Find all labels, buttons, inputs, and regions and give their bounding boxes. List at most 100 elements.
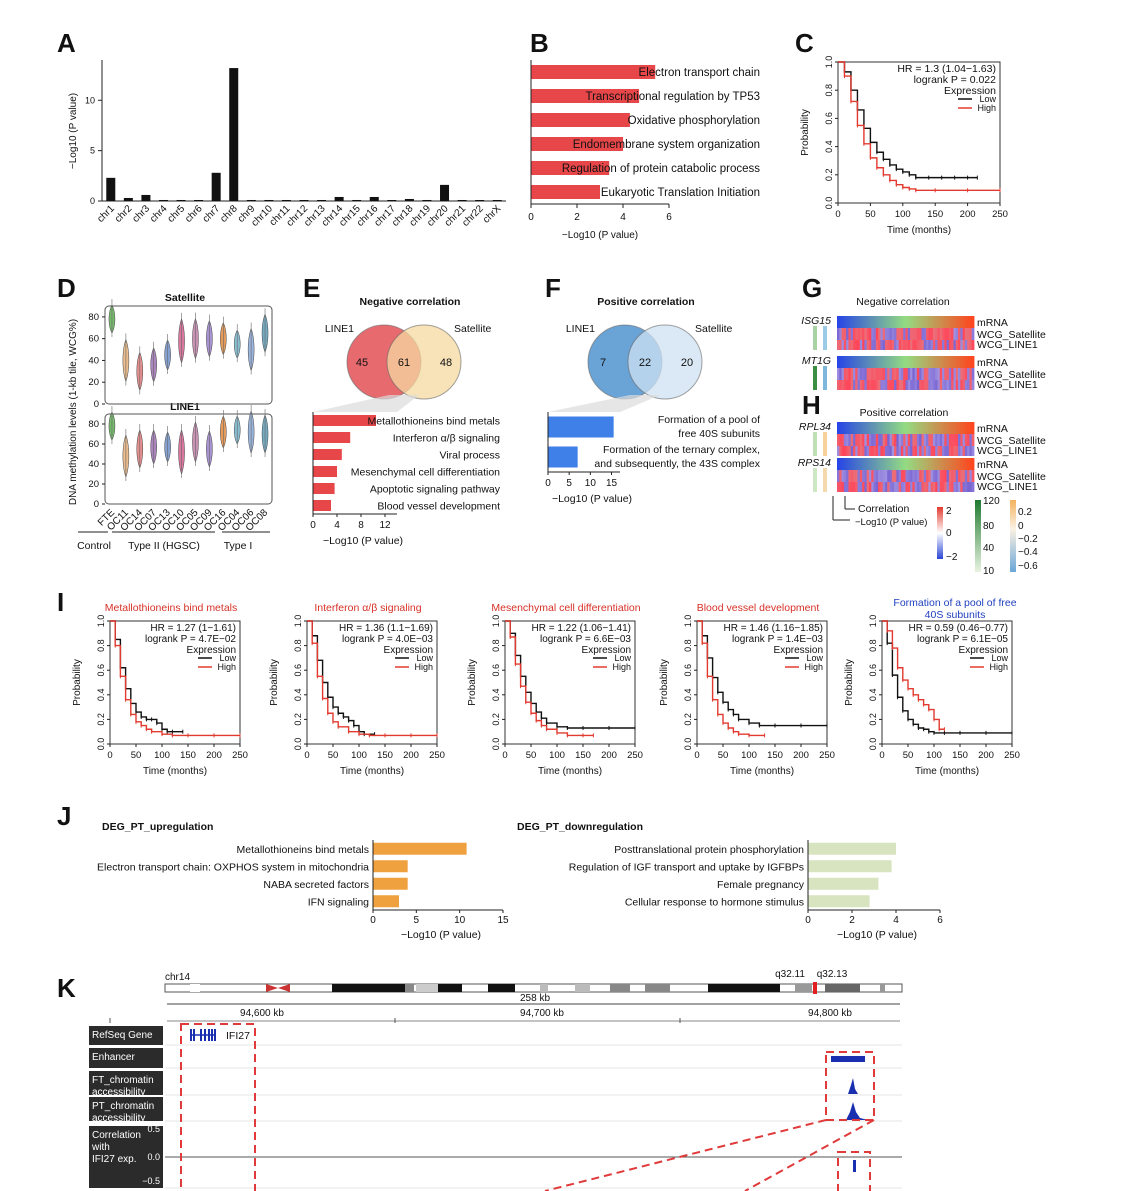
panel-h-heatmap-row-cell <box>857 446 861 456</box>
panel-f-venn-right-label: Satellite <box>695 323 733 335</box>
panel-h-heatmap-row-cell <box>866 434 870 446</box>
panel-d-y-tick-label: 20 <box>88 377 99 388</box>
panel-h-heatmap-row-cell <box>841 446 845 456</box>
panel-i-plot-2-x-tick-label: 150 <box>377 750 393 761</box>
panel-e-x-tick-label: 4 <box>334 520 340 531</box>
panel-g-heatmap-row-cell <box>926 328 929 340</box>
panel-h-heatmap-row-cell <box>846 446 849 456</box>
panel-i-plot-5-y-tick-label: 1.0 <box>868 615 878 628</box>
panel-h-heatmap-row-cell <box>896 446 900 456</box>
panel-h-heatmap-row-cell <box>873 446 877 456</box>
panel-i-plot-2-x-tick-label: 50 <box>328 750 339 761</box>
panel-h-heatmap-row-cell <box>891 446 895 456</box>
panel-i-plot-3-x-tick-label: 200 <box>601 750 617 761</box>
panel-j-up-bar <box>373 877 408 890</box>
panel-k-position-label: 94,700 kb <box>520 1008 564 1019</box>
panel-h-heatmap-row-cell <box>878 470 881 482</box>
panel-g-heatmap-row-cell <box>928 316 932 328</box>
panel-a-bar-chr22 <box>475 199 485 201</box>
panel-h-heatmap-row-cell <box>907 422 911 434</box>
panel-g-heatmap-row-cell <box>880 328 884 340</box>
panel-b-bar <box>531 113 630 127</box>
panel-a-y-tick-label: 5 <box>90 146 95 156</box>
panel-g-heatmap-row-cell <box>868 316 872 328</box>
panel-g-heatmap-row-cell <box>964 316 968 328</box>
panel-h-heatmap-row-cell <box>935 434 938 446</box>
panel-g-heatmap-row-cell <box>855 356 858 368</box>
panel-h-legend-label-pvalue: −Log10 (P value) <box>855 517 927 528</box>
panel-k-gene-exon <box>190 1029 192 1041</box>
panel-h-heatmap-row-cell <box>850 446 854 456</box>
panel-h-heatmap-row-cell <box>960 482 963 492</box>
panel-h-heatmap-row-cell <box>942 434 945 446</box>
panel-h-heatmap-row-cell <box>912 422 916 434</box>
panel-g-heatmap-row-cell <box>896 340 900 350</box>
panel-a-bar-chr4 <box>158 199 168 201</box>
panel-h-heatmap-row-cell <box>969 482 973 492</box>
panel-h-heatmap-row-cell <box>857 482 861 492</box>
panel-g-heatmap-row-cell <box>935 368 938 380</box>
panel-i-plot-5-title: 40S subunits <box>925 609 986 621</box>
panel-g-side-strip <box>823 326 827 350</box>
panel-h-heatmap-row-cell <box>921 458 925 470</box>
panel-i-plot-3-y-tick-label: 0.4 <box>491 689 501 702</box>
panel-h-heatmap-row-cell <box>942 446 945 456</box>
panel-h-heatmap-row-cell <box>964 470 968 482</box>
panel-g-heatmap-row-cell <box>852 380 856 390</box>
panel-h-heatmap-row-cell <box>848 446 852 456</box>
panel-h-heatmap-row-cell <box>910 434 913 446</box>
panel-g-gene-label: ISG15 <box>801 315 831 327</box>
panel-g-heatmap-row-cell <box>914 380 918 390</box>
panel-h-heatmap-row-cell <box>958 470 961 482</box>
panel-f-bar <box>548 416 614 438</box>
panel-h-heatmap-row <box>837 482 975 492</box>
panel-g-heatmap-row-cell <box>868 340 872 350</box>
panel-h-heatmap-row-cell <box>850 482 854 492</box>
panel-g-title: Negative correlation <box>856 296 950 308</box>
panel-g-heatmap-row-cell <box>875 328 879 340</box>
panel-g-heatmap-row-cell <box>846 340 849 350</box>
panel-h-heatmap-row-cell <box>839 434 842 446</box>
panel-f-x-tick-label: 15 <box>606 478 618 489</box>
panel-h-heatmap-row-cell <box>878 422 881 434</box>
panel-g-heatmap-row-cell <box>942 368 945 380</box>
panel-f-venn-count: 20 <box>681 357 693 369</box>
panel-g-heatmap-row-cell <box>914 340 918 350</box>
panel-j-down-x-label: −Log10 (P value) <box>837 929 917 941</box>
panel-j-down-x-tick-label: 4 <box>893 915 899 926</box>
panel-h-heatmap-row-cell <box>850 422 854 434</box>
panel-h-heatmap-row-cell <box>878 434 881 446</box>
panel-b-bar <box>531 65 656 79</box>
panel-h-heatmap-row-cell <box>878 458 881 470</box>
panel-h-heatmap-row-cell <box>857 422 861 434</box>
panel-i-plot-1-legend-label: High <box>217 662 236 672</box>
panel-h-heatmap-row-cell <box>953 422 957 434</box>
panel-k-ft-peak <box>848 1078 858 1094</box>
panel-g-heatmap-row-cell <box>912 340 916 350</box>
panel-g-heatmap-row-cell <box>951 356 954 368</box>
panel-h-heatmap-row-cell <box>875 470 879 482</box>
panel-h-heatmap-row-cell <box>898 458 902 470</box>
panel-c-legend-label: High <box>977 103 996 113</box>
panel-h-side-strip <box>823 432 827 456</box>
panel-h-heatmap-row-cell <box>889 458 893 470</box>
panel-g-heatmap-row-cell <box>962 328 966 340</box>
panel-j-down-x-tick-label: 0 <box>805 915 811 926</box>
panel-h-heatmap-row-cell <box>880 422 884 434</box>
panel-h-heatmap-row-cell <box>882 422 886 434</box>
panel-g-heatmap-row-cell <box>903 356 906 368</box>
panel-i-plot-4-plot-frame <box>696 620 828 745</box>
panel-letter-f: F <box>545 273 561 303</box>
panel-k-ideogram-band <box>825 984 860 992</box>
panel-g-heatmap-row-cell <box>843 380 847 390</box>
panel-h-heatmap-row-cell <box>889 470 893 482</box>
panel-g-heatmap-row-cell <box>843 340 847 350</box>
panel-g-heatmap-row-cell <box>878 368 881 380</box>
panel-f-x-tick-label: 0 <box>545 478 551 489</box>
panel-h-heatmap-row-cell <box>855 434 858 446</box>
panel-k-gene-label: IFI27 <box>226 1030 250 1042</box>
panel-g-heatmap-row-cell <box>946 380 950 390</box>
panel-h-heatmap-row-cell <box>907 446 911 456</box>
panel-e-category-label: Viral process <box>440 450 501 462</box>
panel-g-heatmap-row-cell <box>953 356 957 368</box>
